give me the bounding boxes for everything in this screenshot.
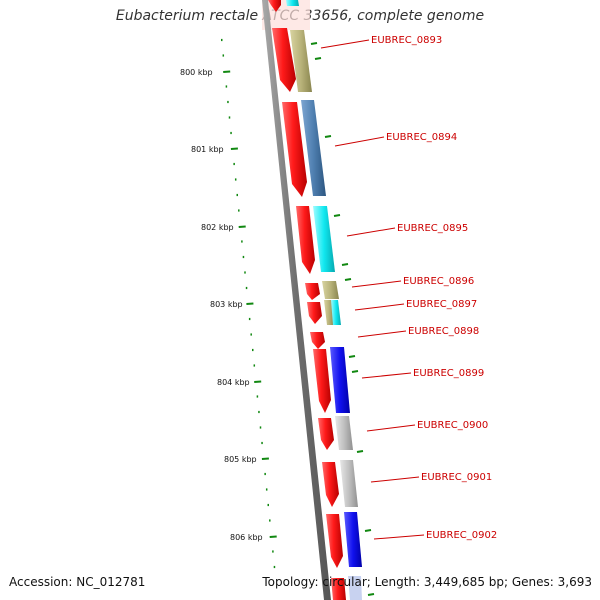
gene-label[interactable]: EUBREC_0894 [386, 132, 457, 143]
gene-connector-line [346, 227, 396, 237]
feature-tick [367, 593, 375, 596]
scale-tick-label: 805 kbp [224, 455, 257, 464]
gene-eubrec-0896 [322, 281, 339, 299]
major-tick [269, 535, 277, 538]
major-tick [238, 225, 246, 228]
gene-label[interactable]: EUBREC_0899 [413, 368, 484, 379]
major-tick [254, 380, 262, 383]
feature-tick [356, 450, 364, 453]
gene-label[interactable]: EUBREC_0901 [421, 472, 492, 483]
gene-label[interactable]: EUBREC_0896 [403, 276, 474, 287]
scale-tick-label: 806 kbp [230, 533, 263, 542]
gene-eubrec-0893-red [272, 28, 296, 92]
gene-blue-partial [348, 576, 362, 600]
gene-connector-line [357, 330, 407, 338]
feature-tick [324, 135, 332, 138]
gene-connector-line [370, 476, 420, 483]
gene-eubrec-0901 [340, 460, 358, 507]
gene-label[interactable]: EUBREC_0898 [408, 326, 479, 337]
scale-tick-label: 801 kbp [191, 145, 224, 154]
feature-tick [314, 57, 322, 60]
gene-eubrec-0894 [301, 100, 326, 196]
scale-tick-label: 804 kbp [217, 378, 250, 387]
gene-eubrec-0897-red [307, 302, 322, 324]
scale-ruler: 800 kbp 801 kbp 802 kbp 803 kbp 804 kbp 805 k… [180, 38, 375, 596]
gene-connector-line [334, 136, 385, 147]
gene-eubrec-0896-red [305, 283, 320, 300]
gene-label[interactable]: EUBREC_0900 [417, 420, 488, 431]
gene-cyan-block [286, 0, 299, 6]
gene-track [268, 0, 362, 600]
gene-eubrec-0902 [344, 512, 362, 567]
gene-eubrec-0895-red [296, 206, 315, 274]
gene-eubrec-0900-red [318, 418, 334, 450]
gene-labels: EUBREC_0893 EUBREC_0894 EUBREC_0895 EUBREC_… [320, 35, 497, 541]
gene-label[interactable]: EUBREC_0893 [371, 35, 442, 46]
gene-red-arrow [268, 0, 281, 12]
major-tick [246, 302, 254, 305]
gene-label[interactable]: EUBREC_0897 [406, 299, 477, 310]
topology-text: Topology: circular; Length: 3,449,685 bp… [262, 575, 592, 589]
feature-tick [364, 529, 372, 532]
feature-tick [310, 42, 318, 45]
gene-eubrec-0895 [313, 206, 335, 272]
gene-eubrec-0897 [331, 300, 341, 325]
gene-label[interactable]: EUBREC_0895 [397, 223, 468, 234]
major-tick [261, 457, 269, 460]
gene-connector-line [354, 303, 405, 311]
feature-tick [344, 278, 352, 281]
gene-eubrec-0902-red [326, 514, 343, 568]
scale-tick-label: 802 kbp [201, 223, 234, 232]
feature-tick [348, 355, 356, 358]
gene-eubrec-0900 [335, 416, 353, 450]
major-tick [230, 147, 238, 150]
gene-eubrec-0901-red [322, 462, 339, 507]
gene-label[interactable]: EUBREC_0902 [426, 530, 497, 541]
gene-eubrec-0894-red [282, 102, 307, 197]
feature-tick [341, 263, 349, 266]
gene-eubrec-0899 [330, 347, 350, 413]
gene-connector-line [361, 372, 412, 379]
gene-eubrec-0899-red [313, 349, 331, 413]
feature-tick [351, 370, 359, 373]
major-tick [223, 70, 231, 73]
gene-eubrec-0898 [310, 332, 325, 349]
gene-eubrec-0893 [290, 30, 312, 92]
gene-connector-line [351, 280, 402, 288]
feature-tick [333, 214, 341, 217]
gene-connector-line [373, 534, 425, 540]
genome-backbone [262, 0, 331, 600]
gene-connector-line [366, 424, 416, 432]
scale-tick-label: 803 kbp [210, 300, 243, 309]
scale-tick-label: 800 kbp [180, 68, 213, 77]
gene-connector-line [320, 39, 370, 49]
gene-red-partial [331, 578, 346, 600]
accession-text: Accession: NC_012781 [9, 575, 146, 589]
